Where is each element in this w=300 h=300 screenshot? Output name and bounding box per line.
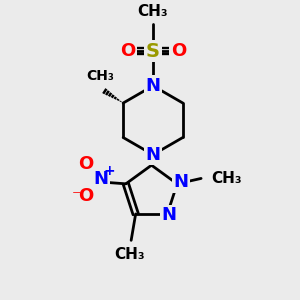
- Text: +: +: [104, 164, 116, 178]
- Text: CH₃: CH₃: [114, 247, 145, 262]
- Text: N: N: [161, 206, 176, 224]
- Text: CH₃: CH₃: [86, 69, 114, 83]
- Text: N: N: [94, 170, 109, 188]
- Text: ⁻: ⁻: [71, 188, 81, 206]
- Text: O: O: [171, 42, 186, 60]
- Text: O: O: [78, 155, 93, 173]
- Text: CH₃: CH₃: [211, 171, 242, 186]
- Text: O: O: [120, 42, 135, 60]
- Text: CH₃: CH₃: [138, 4, 168, 19]
- Text: N: N: [146, 146, 160, 164]
- Text: N: N: [146, 77, 160, 95]
- Text: N: N: [173, 173, 188, 191]
- Text: S: S: [146, 42, 160, 61]
- Text: O: O: [78, 187, 93, 205]
